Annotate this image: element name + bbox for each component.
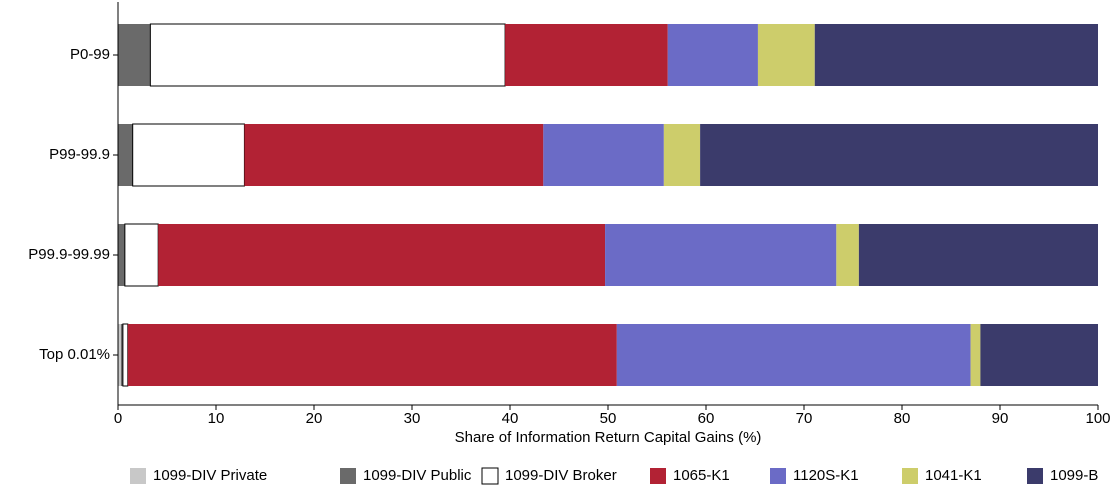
x-tick-label: 60 xyxy=(698,410,715,427)
x-tick-label: 20 xyxy=(306,410,323,427)
bar-segment xyxy=(814,24,1098,86)
bar-segment xyxy=(149,23,506,87)
bar-segment xyxy=(127,324,617,386)
x-tick-label: 90 xyxy=(992,410,1009,427)
bar-segment xyxy=(118,324,121,386)
legend-label: 1099-DIV Broker xyxy=(505,467,617,484)
legend-swatch xyxy=(130,468,146,484)
bar-segment xyxy=(836,224,859,286)
legend-label: 1099-DIV Private xyxy=(153,467,267,484)
x-tick-label: 0 xyxy=(114,410,122,427)
bar-segment xyxy=(858,224,1098,286)
bar-segment xyxy=(543,124,664,186)
bar-segment xyxy=(244,124,544,186)
y-tick-label: P99-99.9 xyxy=(49,146,110,163)
x-tick-label: 80 xyxy=(894,410,911,427)
x-tick-label: 70 xyxy=(796,410,813,427)
legend-swatch xyxy=(902,468,918,484)
bar-segment xyxy=(118,224,125,286)
x-axis-label: Share of Information Return Capital Gain… xyxy=(455,429,762,446)
x-tick-label: 100 xyxy=(1085,410,1110,427)
bar-segment xyxy=(124,223,159,287)
bar-segment xyxy=(757,24,815,86)
y-tick-label: P99.9-99.99 xyxy=(28,246,110,263)
legend-swatch xyxy=(481,467,499,485)
legend-swatch xyxy=(340,468,356,484)
bar-segment xyxy=(122,323,129,387)
legend-label: 1099-B xyxy=(1050,467,1098,484)
bar-segment xyxy=(663,124,701,186)
y-tick-label: Top 0.01% xyxy=(39,346,110,363)
legend-label: 1099-DIV Public xyxy=(363,467,472,484)
bar-segment xyxy=(118,124,133,186)
legend-swatch xyxy=(650,468,666,484)
bar-segment xyxy=(158,224,606,286)
bar-segment xyxy=(970,324,981,386)
bar-segment xyxy=(132,123,245,187)
legend-swatch xyxy=(1027,468,1043,484)
legend-label: 1065-K1 xyxy=(673,467,730,484)
x-tick-label: 10 xyxy=(208,410,225,427)
bar-segment xyxy=(700,124,1098,186)
y-tick-label: P0-99 xyxy=(70,46,110,63)
bar-segment xyxy=(980,324,1098,386)
x-tick-label: 50 xyxy=(600,410,617,427)
bar-segment xyxy=(118,24,151,86)
bar-segment xyxy=(505,24,668,86)
legend-label: 1041-K1 xyxy=(925,467,982,484)
bar-segment xyxy=(605,224,837,286)
bar-segment xyxy=(616,324,971,386)
legend-label: 1120S-K1 xyxy=(793,467,859,484)
legend-swatch xyxy=(770,468,786,484)
x-tick-label: 30 xyxy=(404,410,421,427)
bar-segment xyxy=(120,324,123,386)
bar-segment xyxy=(667,24,758,86)
x-tick-label: 40 xyxy=(502,410,519,427)
